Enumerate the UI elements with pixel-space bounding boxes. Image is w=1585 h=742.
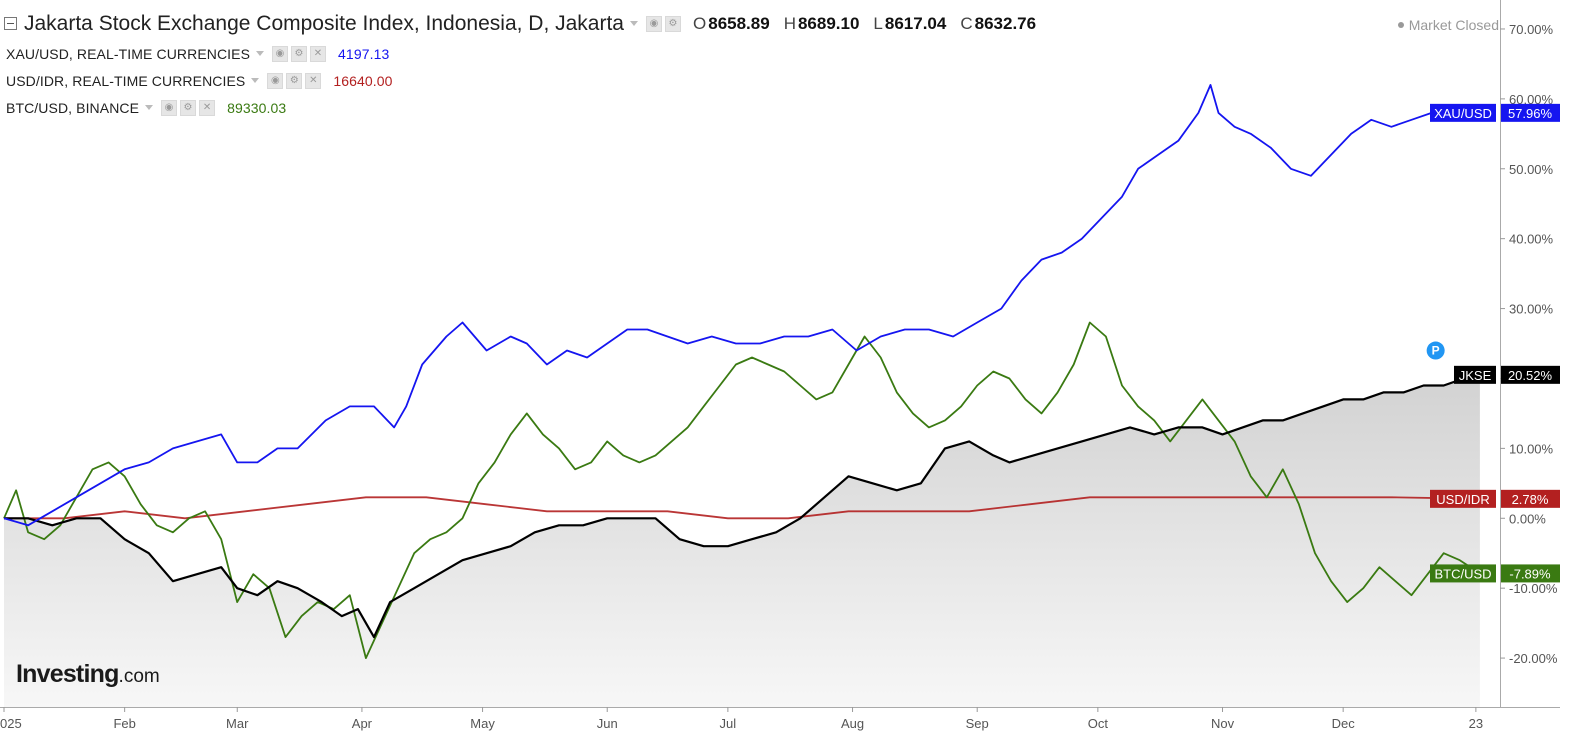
x-tick-label: Oct bbox=[1088, 716, 1109, 731]
y-tick-label: 60.00% bbox=[1509, 92, 1554, 107]
ohlc-low: L 8617.04 bbox=[873, 14, 947, 33]
x-tick-label: Aug bbox=[841, 716, 864, 731]
ohlc-readout: O 8658.89 H 8689.10 L 8617.04 C 8632.76 bbox=[693, 14, 1036, 34]
y-tick-label: 40.00% bbox=[1509, 232, 1554, 247]
x-tick-label: Jul bbox=[720, 716, 737, 731]
chart-title: Jakarta Stock Exchange Composite Index, … bbox=[24, 12, 624, 35]
series-value-badge bbox=[1501, 489, 1560, 508]
x-tick-label: Nov bbox=[1211, 716, 1235, 731]
y-tick-label: 30.00% bbox=[1509, 302, 1554, 317]
series-value-badge bbox=[1501, 365, 1560, 384]
visibility-icon[interactable]: ◉ bbox=[267, 73, 284, 89]
legend-value-btc: 89330.03 bbox=[227, 100, 287, 116]
legend-row-btc: BTC/USD, BINANCE ◉ ⚙ ✕ 89330.03 bbox=[6, 100, 286, 116]
y-tick-label: 50.00% bbox=[1509, 162, 1554, 177]
series-name-badge bbox=[1430, 564, 1496, 583]
end-badge-usdidr: USD/IDR 2.78% bbox=[1430, 489, 1560, 508]
series-value-badge bbox=[1501, 103, 1560, 122]
series-line-xauusd bbox=[3, 84, 1480, 527]
y-tick-label: -20.00% bbox=[1509, 651, 1558, 666]
series-name-badge bbox=[1430, 489, 1496, 508]
title-tools: ◉ ⚙ bbox=[646, 16, 681, 32]
x-tick-label: Apr bbox=[352, 716, 373, 731]
x-tick-label: May bbox=[470, 716, 495, 731]
investing-logo: Investing.com bbox=[16, 660, 160, 688]
legend-dropdown-icon[interactable] bbox=[251, 77, 260, 83]
status-dot-icon bbox=[1397, 22, 1404, 28]
legend-label-xau: XAU/USD, REAL-TIME CURRENCIES bbox=[6, 46, 251, 62]
legend-value-xau: 4197.13 bbox=[338, 46, 390, 62]
series-value-label: 57.96% bbox=[1508, 106, 1553, 121]
legend-value-idr: 16640.00 bbox=[333, 73, 393, 89]
visibility-icon[interactable]: ◉ bbox=[646, 16, 662, 32]
end-badge-jkse: JKSE 20.52% bbox=[1454, 365, 1560, 384]
chart-header: Jakarta Stock Exchange Composite Index, … bbox=[4, 12, 1036, 36]
end-badge-btcusd: BTC/USD -7.89% bbox=[1430, 564, 1560, 583]
close-icon[interactable]: ✕ bbox=[310, 46, 327, 62]
series-name-label: BTC/USD bbox=[1434, 566, 1491, 581]
x-tick-label: Dec bbox=[1332, 716, 1356, 731]
title-dropdown-icon[interactable] bbox=[630, 20, 638, 26]
x-tick-label: Mar bbox=[226, 716, 249, 731]
series-line-jkse bbox=[4, 373, 1481, 639]
visibility-icon[interactable]: ◉ bbox=[161, 100, 178, 116]
x-tick-label: Feb bbox=[113, 716, 135, 731]
legend-tools-idr: ◉ ⚙ ✕ bbox=[267, 73, 322, 89]
y-tick-label: -10.00% bbox=[1509, 581, 1558, 596]
ohlc-high: H 8689.10 bbox=[783, 14, 860, 33]
settings-icon[interactable]: ⚙ bbox=[291, 46, 308, 62]
settings-icon[interactable]: ⚙ bbox=[180, 100, 197, 116]
series-name-badge bbox=[1454, 365, 1496, 384]
series-line-usdidr bbox=[4, 496, 1480, 520]
ohlc-open: O 8658.89 bbox=[693, 14, 770, 33]
legend-dropdown-icon[interactable] bbox=[256, 50, 265, 56]
series-name-badge bbox=[1430, 103, 1496, 122]
settings-icon[interactable]: ⚙ bbox=[665, 16, 681, 32]
series-value-label: 2.78% bbox=[1512, 492, 1549, 507]
end-badge-xauusd: XAU/USD 57.96% bbox=[1430, 103, 1560, 122]
legend-tools-btc: ◉ ⚙ ✕ bbox=[161, 100, 216, 116]
settings-icon[interactable]: ⚙ bbox=[286, 73, 303, 89]
x-tick-label: Sep bbox=[966, 716, 989, 731]
series-value-label: -7.89% bbox=[1509, 566, 1551, 581]
series-name-label: JKSE bbox=[1459, 368, 1492, 383]
series-value-badge bbox=[1501, 564, 1560, 583]
close-icon[interactable]: ✕ bbox=[305, 73, 322, 89]
x-tick-label: 23 bbox=[1469, 716, 1483, 731]
close-icon[interactable]: ✕ bbox=[199, 100, 216, 116]
x-tick-label: 025 bbox=[0, 716, 22, 731]
marker-badge-icon bbox=[1426, 341, 1445, 360]
y-tick-label: 70.00% bbox=[1509, 22, 1554, 37]
visibility-icon[interactable]: ◉ bbox=[272, 46, 289, 62]
x-tick-label: Jun bbox=[597, 716, 618, 731]
legend-dropdown-icon[interactable] bbox=[145, 104, 154, 110]
y-tick-label: 10.00% bbox=[1509, 441, 1554, 456]
legend-row-idr: USD/IDR, REAL-TIME CURRENCIES ◉ ⚙ ✕ 1664… bbox=[6, 73, 393, 89]
jkse-area-fill bbox=[4, 374, 1480, 707]
market-status: Market Closed bbox=[1397, 17, 1499, 33]
legend-row-xau: XAU/USD, REAL-TIME CURRENCIES ◉ ⚙ ✕ 4197… bbox=[6, 46, 389, 62]
legend-tools-xau: ◉ ⚙ ✕ bbox=[272, 46, 327, 62]
series-name-label: XAU/USD bbox=[1434, 106, 1492, 121]
ohlc-close: C 8632.76 bbox=[960, 14, 1037, 33]
series-line-btcusd bbox=[3, 321, 1481, 659]
series-name-label: USD/IDR bbox=[1436, 492, 1489, 507]
legend-label-btc: BTC/USD, BINANCE bbox=[6, 100, 140, 116]
series-value-label: 20.52% bbox=[1508, 368, 1553, 383]
y-tick-label: 0.00% bbox=[1509, 511, 1546, 526]
marker-label: P bbox=[1432, 344, 1440, 358]
collapse-toggle[interactable] bbox=[4, 16, 17, 30]
legend-label-idr: USD/IDR, REAL-TIME CURRENCIES bbox=[6, 73, 246, 89]
market-status-label: Market Closed bbox=[1408, 17, 1499, 33]
